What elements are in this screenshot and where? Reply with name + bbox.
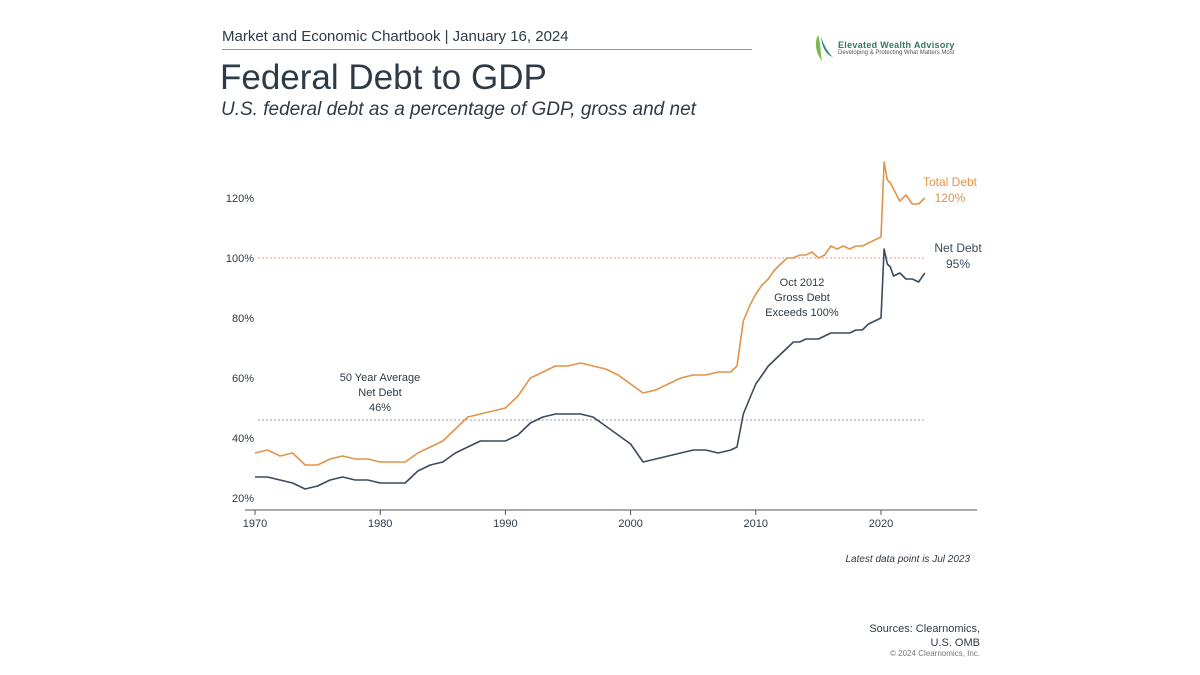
series-line-total-debt xyxy=(254,161,926,466)
sources: Sources: Clearnomics, U.S. OMB xyxy=(820,622,980,650)
annotation-text: Net Debt xyxy=(358,387,401,399)
y-tick-label: 120% xyxy=(226,193,254,205)
x-tick-label: 1980 xyxy=(368,518,392,530)
annotation-text: 50 Year Average xyxy=(340,372,421,384)
x-tick-label: 2010 xyxy=(744,518,768,530)
chart-title: Federal Debt to GDP xyxy=(220,58,547,97)
logo: Elevated Wealth Advisory Developing & Pr… xyxy=(812,33,955,63)
sources-line-2: U.S. OMB xyxy=(930,637,980,649)
logo-name: Elevated Wealth Advisory xyxy=(838,40,955,50)
y-tick-label: 20% xyxy=(232,493,254,505)
series-end-value: 120% xyxy=(935,191,966,205)
latest-data-note: Latest data point is Jul 2023 xyxy=(845,554,970,565)
sources-line-1: Sources: Clearnomics, xyxy=(869,623,980,635)
chart-subtitle: U.S. federal debt as a percentage of GDP… xyxy=(221,99,696,120)
header-rule xyxy=(222,49,752,50)
annotation-text: 46% xyxy=(369,402,391,414)
series-label: Net Debt xyxy=(934,241,982,255)
annotation-text: Gross Debt xyxy=(774,292,830,304)
x-tick-label: 2000 xyxy=(618,518,642,530)
y-tick-label: 100% xyxy=(226,253,254,265)
x-tick-label: 1970 xyxy=(243,518,267,530)
x-tick-label: 1990 xyxy=(493,518,517,530)
series-label: Total Debt xyxy=(923,175,978,189)
annotation-text: Oct 2012 xyxy=(780,277,825,289)
copyright: © 2024 Clearnomics, Inc. xyxy=(890,649,980,658)
series-end-value: 95% xyxy=(946,257,970,271)
series-line-net-debt xyxy=(255,248,926,490)
x-tick-label: 2020 xyxy=(869,518,893,530)
annotation-text: Exceeds 100% xyxy=(765,307,839,319)
chartbook-header: Market and Economic Chartbook | January … xyxy=(222,28,569,45)
logo-tagline: Developing & Protecting What Matters Mos… xyxy=(838,50,955,56)
y-tick-label: 60% xyxy=(232,373,254,385)
logo-sail-icon xyxy=(815,35,833,61)
y-tick-label: 40% xyxy=(232,433,254,445)
y-tick-label: 80% xyxy=(232,313,254,325)
